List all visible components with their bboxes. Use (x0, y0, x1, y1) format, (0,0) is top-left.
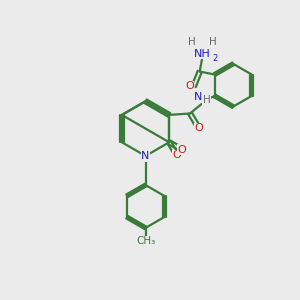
Text: H: H (202, 95, 210, 105)
Text: CH₃: CH₃ (136, 236, 155, 246)
Text: N: N (194, 92, 202, 102)
Text: O: O (185, 81, 194, 92)
Text: O: O (195, 123, 203, 133)
Text: NH: NH (194, 49, 211, 59)
Text: O: O (178, 145, 187, 155)
Text: N: N (141, 151, 150, 161)
Text: 2: 2 (213, 54, 218, 63)
Text: O: O (172, 150, 181, 160)
Text: H: H (209, 37, 217, 47)
Text: H: H (188, 37, 196, 47)
